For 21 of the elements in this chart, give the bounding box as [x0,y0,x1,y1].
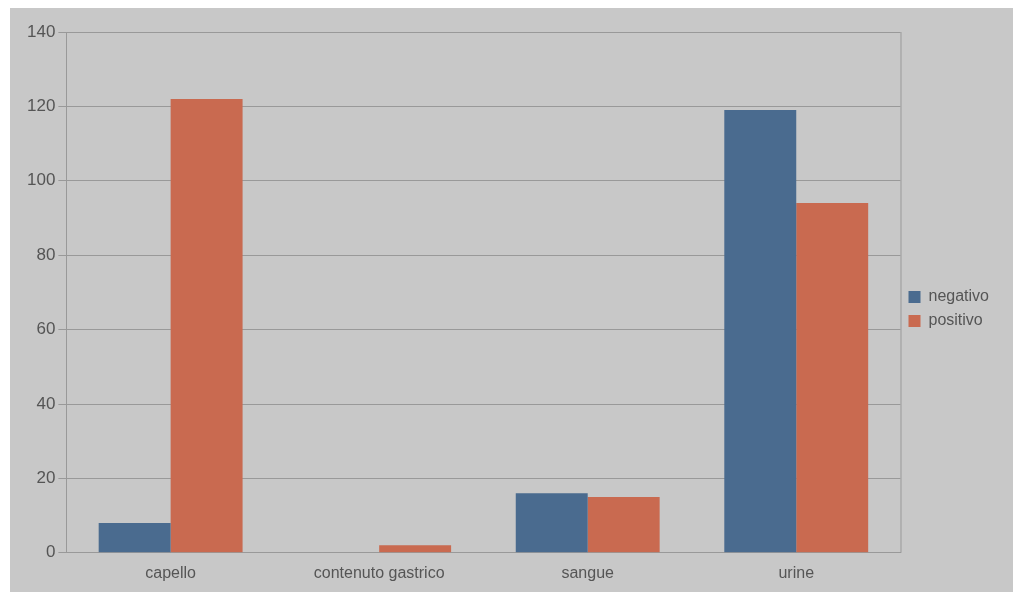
y-tick-label: 120 [26,96,56,116]
bar [796,203,869,553]
y-tick-label: 100 [26,170,56,190]
y-tick-label: 20 [36,468,56,488]
x-tick-label: sangue [561,563,615,581]
y-tick-label: 40 [36,393,56,413]
bar [515,493,588,553]
bar [724,110,797,553]
x-tick-label: contenuto gastrico [313,563,445,581]
bar [379,545,452,553]
bar [170,98,243,553]
bar [587,497,660,553]
y-tick-label: 140 [26,21,56,41]
legend-label: negativo [928,287,990,305]
legend-label: positivo [928,311,983,329]
y-tick-label: 80 [36,244,56,264]
bar [98,523,171,553]
y-tick-label: 60 [36,319,56,339]
x-tick-label: urine [778,563,815,581]
y-tick-label: 0 [45,542,56,562]
x-tick-label: capello [145,563,197,581]
